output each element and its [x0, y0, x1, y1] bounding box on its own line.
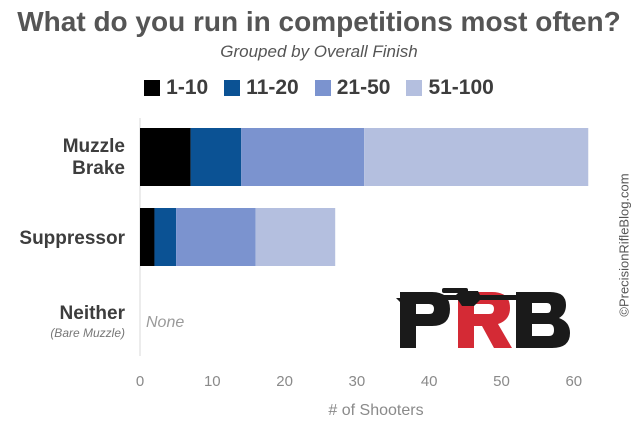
bar-segment-1-10	[140, 208, 155, 266]
bar-segment-21-50	[176, 208, 256, 266]
x-tick-label: 0	[136, 373, 144, 390]
chart-subtitle: Grouped by Overall Finish	[220, 42, 418, 61]
legend-swatch	[314, 80, 331, 96]
category-sublabel: (Bare Muzzle)	[50, 326, 125, 340]
legend-label: 51-100	[428, 76, 494, 99]
legend-item-1-10: 1-10	[144, 76, 208, 100]
copyright-text: ©PrecisionRifleBlog.com	[616, 173, 632, 317]
legend-item-11-20: 11-20	[224, 76, 299, 100]
x-tick-label: 60	[565, 373, 582, 390]
legend-label: 11-20	[246, 76, 299, 99]
bar-segment-21-50	[241, 128, 365, 186]
prb-logo-icon	[396, 288, 570, 348]
x-tick-label: 40	[421, 373, 438, 390]
x-tick-label: 20	[276, 373, 293, 390]
bar-segment-51-100	[364, 128, 589, 186]
bar-segment-11-20	[154, 208, 177, 266]
x-tick-label: 10	[204, 373, 221, 390]
legend-item-21-50: 21-50	[314, 76, 391, 100]
legend-swatch	[224, 80, 241, 96]
bar-segment-11-20	[190, 128, 242, 186]
category-label: Suppressor	[19, 228, 125, 249]
category-label: Neither	[60, 303, 126, 324]
bar-segment-51-100	[255, 208, 336, 266]
legend-label: 21-50	[336, 76, 391, 99]
x-axis-title: # of Shooters	[328, 402, 423, 419]
legend-swatch	[144, 80, 161, 96]
x-tick-label: 30	[349, 373, 366, 390]
chart-title: What do you run in competitions most oft…	[17, 6, 621, 37]
legend-swatch	[406, 80, 423, 96]
legend-label: 1-10	[166, 76, 209, 99]
bar-segment-1-10	[140, 128, 191, 186]
category-label: Muzzle Brake	[63, 136, 125, 179]
legend: 1-10 11-20 21-50 51-100	[0, 76, 638, 100]
copyright-watermark: ©PrecisionRifleBlog.com	[614, 120, 634, 370]
x-tick-label: 50	[493, 373, 510, 390]
legend-item-51-100: 51-100	[406, 76, 494, 100]
bar-note: None	[146, 314, 184, 331]
